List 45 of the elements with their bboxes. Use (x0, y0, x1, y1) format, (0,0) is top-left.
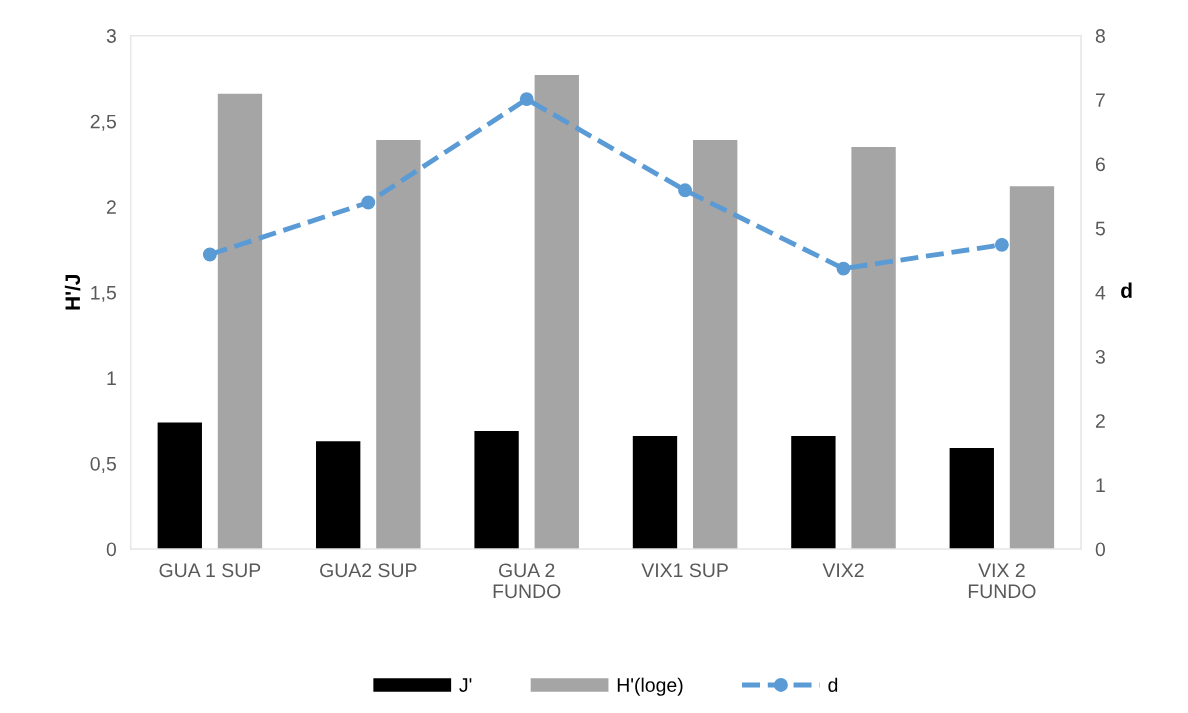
bar (791, 436, 836, 550)
y-tick-label: 2 (106, 200, 116, 214)
bar (376, 140, 421, 550)
y-tick-label: 1,5 (91, 286, 116, 302)
y2-tick-label: 8 (1095, 29, 1105, 43)
y-axis-title: H'/J (64, 275, 81, 310)
y2-tick-label: 0 (1095, 542, 1106, 557)
point (678, 183, 693, 198)
y2-tick-label: 7 (1095, 93, 1105, 107)
point (361, 195, 376, 210)
bar (693, 140, 738, 550)
x-tick-label: VIX1 SUP (641, 563, 728, 578)
bar (632, 436, 678, 550)
legend-label: H'(loge) (617, 677, 683, 696)
x-tick-label: GUA 1 SUP (159, 563, 261, 578)
y-tick-label: 0,5 (90, 456, 116, 473)
bar (157, 422, 202, 550)
y2-tick-label: 3 (1095, 349, 1105, 364)
x-tick-label: GUA2 SUP (320, 563, 417, 578)
bar (474, 430, 519, 550)
point (202, 247, 217, 262)
y2-axis-title: d (1121, 282, 1132, 298)
y2-tick-label: 2 (1095, 414, 1105, 428)
y-tick-label: 3 (106, 29, 116, 43)
bar (851, 146, 896, 550)
bar (534, 75, 579, 550)
x-tick-label: VIX2 (822, 563, 864, 577)
bar (316, 441, 361, 550)
bar (217, 93, 263, 550)
bar (1009, 186, 1055, 550)
y2-tick-label: 1 (1096, 478, 1105, 492)
point (836, 261, 851, 276)
point (519, 92, 534, 107)
point (994, 237, 1009, 252)
y2-tick-label: 4 (1095, 286, 1106, 300)
legend-label: d (828, 677, 838, 692)
y-tick-label: 2,5 (90, 114, 116, 131)
y-tick-label: 1 (107, 371, 116, 385)
x-tick-label: VIX 2 FUNDO (968, 563, 1036, 599)
y2-tick-label: 6 (1095, 157, 1105, 172)
x-tick-label: GUA 2 FUNDO (493, 563, 561, 599)
legend-label: J' (459, 678, 472, 692)
y-tick-label: 0 (106, 542, 117, 557)
y2-tick-label: 5 (1095, 221, 1105, 236)
bar (949, 448, 994, 550)
